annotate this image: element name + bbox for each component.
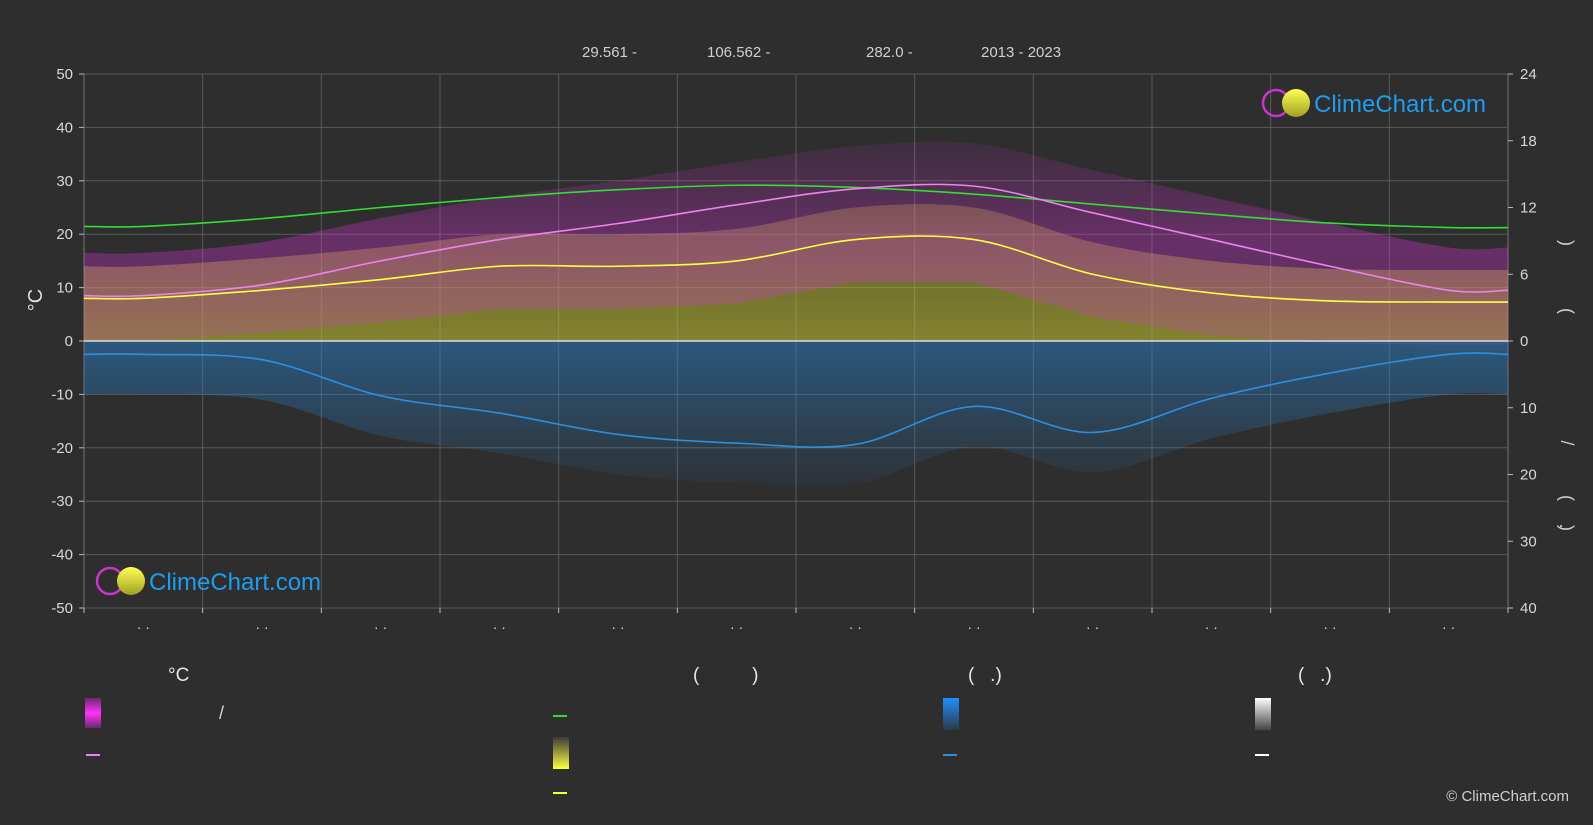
month-label: · · [1205,619,1218,635]
month-label: · · [255,619,268,635]
y-tick-label-left: -20 [51,440,73,457]
month-label: · · [730,619,743,635]
legend-sunshine-swatch [553,737,569,769]
right-axis-glyph: ) [1557,240,1577,246]
y-tick-label-right-top: 6 [1520,266,1528,283]
y-tick-label-left: -40 [51,547,73,564]
daylight-line [83,184,1509,229]
month-label: · · [374,619,387,635]
y-axis-label-left: °C [25,289,47,311]
temperature-range-area [84,141,1508,345]
month-label: · · [1442,619,1455,635]
y-tick-label-right-bottom: 40 [1520,600,1537,617]
month-label: · · [1086,619,1099,635]
years-label: 2013 - 2023 [981,44,1062,61]
right-axis-glyph: ( [1557,308,1577,314]
y-tick-label-left: -50 [51,600,73,617]
y-tick-label-left: 0 [65,333,73,350]
legend-sun-header: ( ) [693,665,759,686]
y-tick-label-left: 10 [56,280,73,297]
latitude-label: 29.561 - [582,44,638,61]
month-label: · · [493,619,506,635]
y-tick-label-right-top: 12 [1520,200,1537,217]
y-tick-label-left: 50 [56,66,73,83]
legend-temp-slash: / [219,703,225,723]
legend-temp-header: °C [168,665,190,686]
month-label: · · [967,619,980,635]
temp-min-line [83,235,1509,303]
y-tick-label-right-top: 0 [1520,333,1528,350]
y-tick-label-right-bottom: 30 [1520,533,1537,550]
rain-line [83,352,1509,448]
axes: 50 40 30 20 10 0 -10 -20 -30 -40 -50 24 18 12 6 0 10 20 30… [51,66,1536,635]
legend-snow-line [1255,754,1269,756]
y-tick-label-left: 20 [56,226,73,243]
y-tick-label-left: -30 [51,493,73,510]
copyright: © ClimeChart.com [1446,788,1569,805]
climate-chart: 50 40 30 20 10 0 -10 -20 -30 -40 -50 24 18 12 6 0 10 20 30… [25,66,1577,635]
right-axis-glyph: ( [1557,495,1577,501]
legend-rain-header: ( .) [968,665,1002,686]
legend-rain-swatch [943,698,959,730]
legend-temp-max-line [86,754,100,756]
temp-max-line [83,183,1509,298]
y-tick-label-right-top: 18 [1520,133,1537,150]
watermark-top-text: ClimeChart.com [1314,91,1486,118]
right-axis-glyph: · [1552,523,1572,529]
month-label: · · [137,619,150,635]
legend-snow-swatch [1255,698,1271,730]
legend-snow-header: ( .) [1298,665,1332,686]
y-tick-label-right-top: 24 [1520,66,1537,83]
data-lines [83,183,1509,448]
month-label: · · [849,619,862,635]
legend-sunshine-line [553,792,567,794]
y-tick-label-left: 30 [56,173,73,190]
elevation-label: 282.0 - [866,44,913,61]
legend-temp-range-swatch [85,698,101,728]
right-axis-glyphs: ) ( / ( ·) [1552,240,1577,531]
rain-area [84,341,1508,488]
watermark-top: ClimeChart.com [1261,88,1486,118]
y-tick-label-right-bottom: 10 [1520,400,1537,417]
watermark-bottom-text: ClimeChart.com [149,569,321,596]
right-axis-glyph: ) [1557,525,1577,531]
month-label: · · [1323,619,1336,635]
y-tick-label-left: -10 [51,386,73,403]
month-label: · · [611,619,624,635]
watermark-bottom: ClimeChart.com [95,566,321,596]
data-areas [84,141,1508,488]
legend-rain-line [943,754,957,756]
legend-daylight-line [553,715,567,717]
right-axis-glyph: / [1557,440,1577,445]
y-tick-label-left: 40 [56,119,73,136]
y-tick-label-right-bottom: 20 [1520,467,1537,484]
longitude-label: 106.562 - [707,44,771,61]
